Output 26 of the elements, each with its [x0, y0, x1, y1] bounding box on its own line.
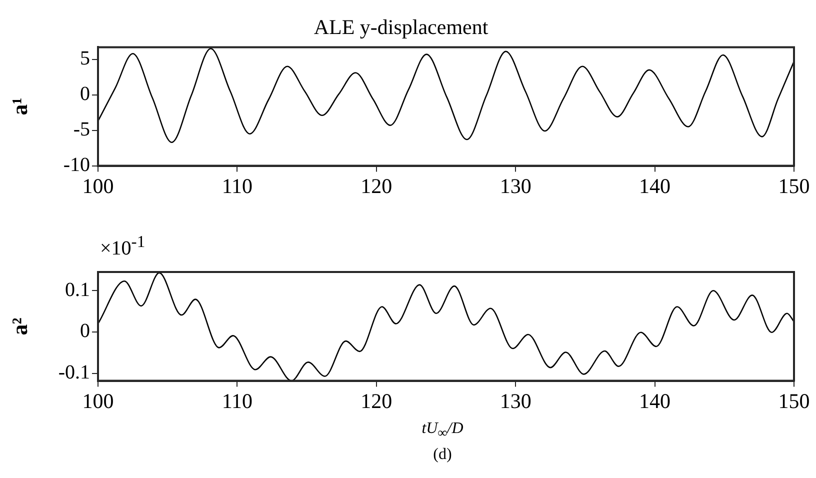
y-tick-label: 0.1 — [65, 278, 90, 301]
x-axis-title: tU$_{∞}$/D — [420, 420, 464, 442]
y-axis-title: a¹ — [6, 98, 32, 116]
y-tick-label: 5 — [80, 48, 90, 70]
x-tick-label: 110 — [222, 388, 253, 413]
x-tick-label: 100 — [82, 174, 114, 198]
y-tick-label: -0.1 — [58, 362, 90, 384]
x-tick-label: 110 — [222, 174, 253, 198]
y-tick-label: -10 — [63, 154, 90, 176]
y-axis-title: a² — [6, 317, 32, 336]
text: (d) — [432, 446, 453, 464]
x-tick-label: 140 — [639, 388, 671, 413]
x-tick-label: 100 — [82, 388, 114, 413]
line-series — [98, 48, 794, 144]
y-tick-label: 0 — [80, 320, 90, 342]
y-tick-label: 0 — [80, 83, 90, 106]
x-tick-label: 120 — [360, 174, 392, 198]
x-tick-label: 120 — [360, 388, 392, 413]
x-tick-label: 150 — [778, 388, 810, 413]
y-tick-label: -5 — [73, 118, 90, 141]
text: ×10$^{-1}$ — [100, 232, 146, 261]
x-tick-label: 150 — [778, 174, 810, 198]
x-tick-label: 140 — [639, 174, 671, 198]
x-tick-label: 130 — [500, 174, 532, 198]
chart-title: ALE y-displacement — [314, 15, 488, 40]
x-tick-label: 130 — [500, 388, 532, 413]
